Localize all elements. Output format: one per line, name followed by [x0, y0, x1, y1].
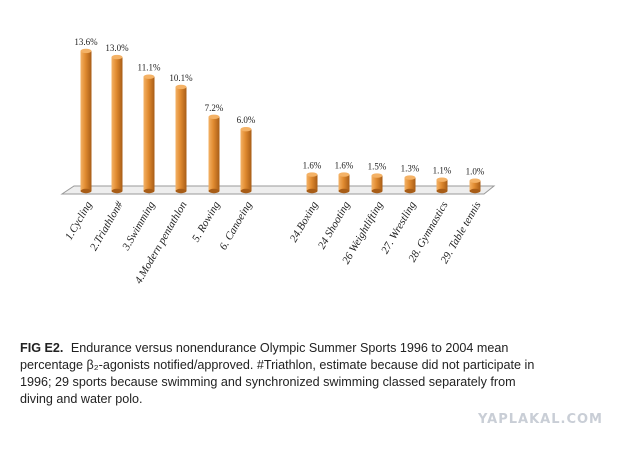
bar-body — [80, 50, 92, 191]
bar-bottom-cap — [240, 188, 252, 194]
bar-2-triathlon — [111, 54, 123, 194]
tick-label: 24 Shooting — [316, 199, 353, 251]
bar-top-cap — [404, 175, 416, 180]
figure-caption-text: Endurance versus nonendurance Olympic Su… — [20, 341, 535, 406]
bar-body — [143, 76, 155, 191]
bar-chart: 13.6% 13.0% 11.1% 10.1% 7.2% 6.0% 1.6% 1.6% 1.5%… — [60, 37, 496, 286]
figure-label: FIG E2. — [20, 341, 64, 355]
bar-body — [338, 174, 350, 191]
bar-29-table-tennis — [469, 178, 481, 194]
bar-top-cap — [143, 74, 155, 79]
tick-label: 1.Cycling — [63, 199, 95, 242]
bar-top-cap — [436, 177, 448, 182]
value-label: 6.0% — [237, 115, 256, 125]
bar-24-boxing — [306, 172, 318, 194]
bar-body — [240, 129, 252, 191]
bar-bottom-cap — [80, 188, 92, 194]
bar-bottom-cap — [404, 188, 416, 194]
bar-top-cap — [80, 48, 92, 54]
bar-body — [111, 57, 123, 191]
chart-floor — [60, 185, 496, 195]
value-labels-group: 13.6% 13.0% 11.1% 10.1% 7.2% 6.0% 1.6% 1.6% 1.5%… — [74, 37, 485, 177]
bar-5-rowing — [208, 114, 220, 194]
bar-body — [404, 177, 416, 191]
bar-top-cap — [208, 114, 220, 120]
value-label: 1.0% — [466, 167, 485, 177]
bar-6-canoeing — [240, 127, 252, 194]
bar-top-cap — [175, 84, 187, 90]
bar-27-wrestling — [404, 175, 416, 194]
bar-1-cycling — [80, 48, 92, 194]
value-label: 1.5% — [368, 162, 387, 172]
value-label: 13.6% — [74, 37, 98, 47]
value-label: 1.1% — [433, 166, 452, 176]
bar-body — [469, 180, 481, 191]
value-label: 1.6% — [335, 161, 354, 171]
bar-top-cap — [338, 172, 350, 177]
bar-3-swimming — [143, 74, 155, 194]
value-label: 1.6% — [303, 161, 322, 171]
bar-4-modern-pentathlon — [175, 84, 187, 194]
bar-body — [436, 179, 448, 191]
bar-body — [175, 86, 187, 191]
bar-bottom-cap — [338, 188, 350, 194]
bar-top-cap — [469, 178, 481, 183]
bar-top-cap — [240, 127, 252, 132]
value-label: 7.2% — [205, 103, 224, 113]
bar-26-weightlifting — [371, 173, 383, 194]
bar-body — [306, 174, 318, 191]
bars-group — [80, 48, 481, 194]
tick-labels-group: 1.Cycling2.Triathlon#3.Swimming4.Modern … — [63, 199, 484, 286]
bar-body — [208, 116, 220, 191]
bar-bottom-cap — [175, 188, 187, 194]
bar-24-shooting — [338, 172, 350, 194]
bar-bottom-cap — [469, 188, 481, 194]
bar-28-gymnastics — [436, 177, 448, 194]
bar-body — [371, 175, 383, 191]
value-label: 1.3% — [401, 164, 420, 174]
bar-bottom-cap — [436, 188, 448, 194]
bar-top-cap — [111, 54, 123, 60]
tick-label: 24.Boxing — [288, 199, 321, 244]
bar-top-cap — [371, 173, 383, 178]
value-label: 13.0% — [105, 43, 129, 53]
bar-bottom-cap — [111, 188, 123, 194]
figure-caption: FIG E2. Endurance versus nonendurance Ol… — [20, 340, 540, 408]
bar-bottom-cap — [143, 188, 155, 194]
bar-bottom-cap — [208, 188, 220, 194]
bar-bottom-cap — [371, 188, 383, 194]
bar-bottom-cap — [306, 188, 318, 194]
tick-label: 6. Canoeing — [217, 199, 255, 252]
watermark: YAPLAKAL.COM — [478, 412, 603, 427]
value-label: 10.1% — [169, 73, 193, 83]
value-label: 11.1% — [138, 63, 161, 73]
tick-label: 5. Rowing — [190, 199, 223, 244]
bar-top-cap — [306, 172, 318, 177]
